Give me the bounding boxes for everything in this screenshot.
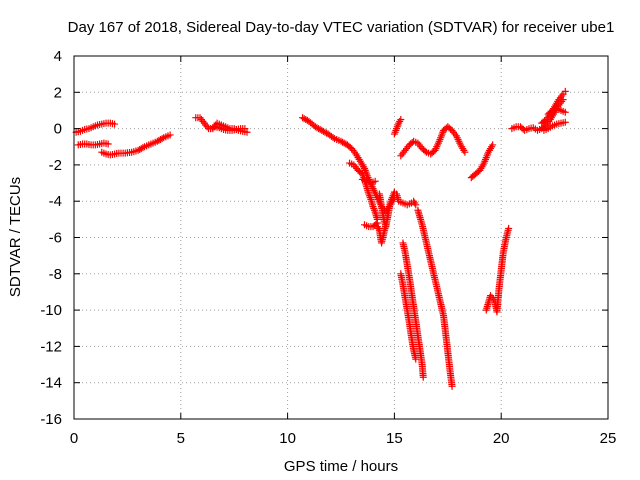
y-tick-label: -12 (40, 338, 62, 355)
data-point (373, 219, 381, 227)
y-tick-label: -10 (40, 302, 62, 319)
data-point (421, 147, 429, 155)
data-series (98, 131, 174, 159)
data-series (540, 118, 569, 134)
data-series (414, 206, 456, 390)
data-point (505, 224, 513, 232)
y-tick-label: -16 (40, 411, 62, 428)
data-point (243, 128, 251, 136)
data-point (561, 87, 569, 95)
data-series (72, 119, 119, 136)
data-series (74, 139, 112, 149)
y-tick-label: -8 (49, 266, 62, 283)
data-series (192, 114, 251, 136)
y-tick-label: 0 (54, 121, 62, 138)
x-tick-label: 20 (493, 430, 510, 447)
data-point (382, 221, 390, 229)
data-series (390, 116, 405, 138)
data-point (489, 141, 497, 149)
data-point (104, 140, 112, 148)
data-point (139, 144, 147, 152)
data-series (482, 224, 513, 316)
grid-layer (74, 56, 608, 419)
data-series (397, 123, 469, 160)
data-point (412, 201, 420, 209)
data-point (166, 131, 174, 139)
data-point (329, 133, 337, 141)
y-tick-label: -6 (49, 230, 62, 247)
data-series (375, 188, 420, 231)
data-series (544, 105, 569, 118)
y-tick-label: -4 (49, 193, 62, 210)
data-point (419, 373, 427, 381)
data-point (158, 135, 166, 143)
data-point (302, 116, 310, 124)
data-series (358, 175, 379, 187)
tick-layer: 0 5 10 15 20 25 -16 -14 -12 -10 -8 -6 -4 -2 0 2 4 (40, 48, 616, 447)
data-layer (72, 87, 569, 390)
data-point (448, 382, 456, 390)
data-series (360, 219, 381, 231)
x-tick-label: 15 (386, 430, 403, 447)
data-point (371, 177, 379, 185)
x-tick-label: 10 (279, 430, 296, 447)
y-tick-label: -14 (40, 375, 62, 392)
data-series (299, 114, 398, 216)
data-point (561, 118, 569, 126)
x-tick-label: 25 (600, 430, 617, 447)
data-point (547, 108, 555, 116)
data-point (241, 125, 249, 133)
y-tick-label: 4 (54, 48, 62, 65)
x-axis-label: GPS time / hours (284, 458, 398, 475)
data-point (111, 120, 119, 128)
x-tick-label: 5 (177, 430, 185, 447)
data-point (461, 148, 469, 156)
data-point (561, 108, 569, 116)
x-tick-label: 0 (70, 430, 78, 447)
data-series (538, 87, 569, 127)
data-point (372, 220, 380, 228)
data-series (207, 123, 249, 134)
data-series (397, 270, 420, 363)
data-series (467, 141, 497, 182)
data-series (399, 239, 427, 381)
y-tick-label: -2 (49, 157, 62, 174)
y-axis-label: SDTVAR / TECUs (7, 177, 24, 297)
data-point (412, 355, 420, 363)
data-point (397, 116, 405, 124)
y-tick-label: 2 (54, 84, 62, 101)
data-point (411, 199, 419, 207)
chart-title: Day 167 of 2018, Sidereal Day-to-day VTE… (68, 19, 615, 36)
